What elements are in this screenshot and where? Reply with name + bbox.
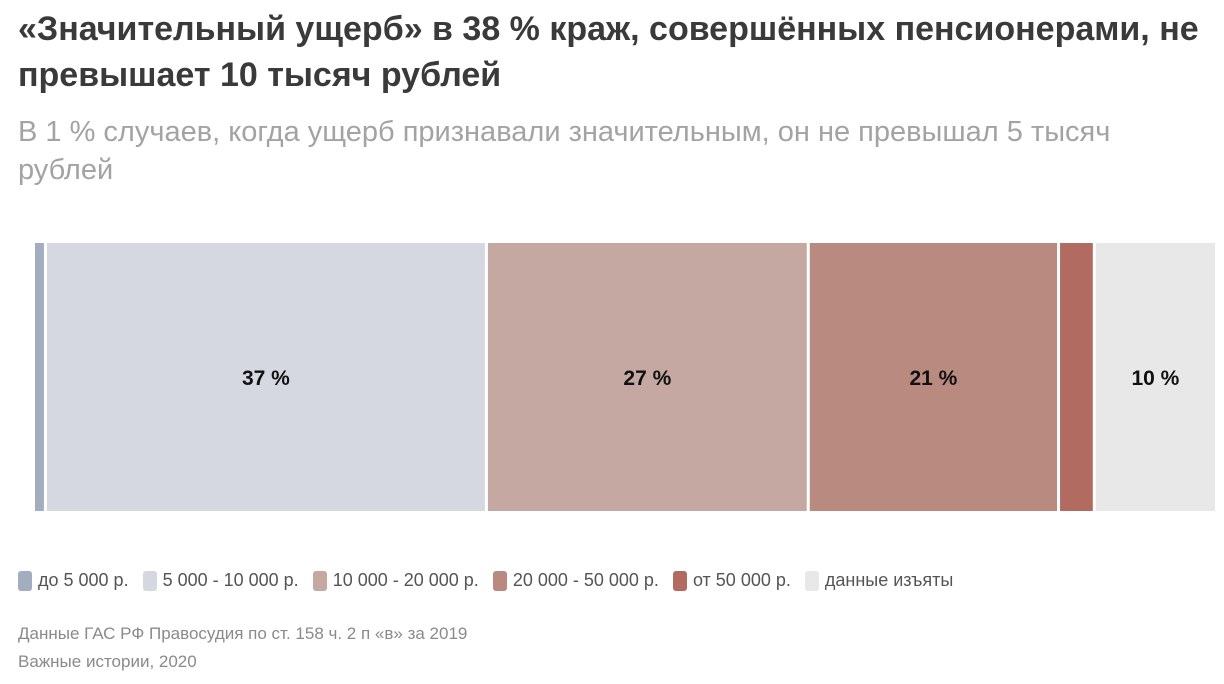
bar-value-label: 10 % — [1131, 367, 1179, 390]
chart-legend: до 5 000 р. 5 000 - 10 000 р. 10 000 - 20 … — [18, 570, 967, 591]
legend-swatch — [672, 570, 687, 591]
legend-swatch — [312, 570, 327, 591]
legend-item: до 5 000 р. — [18, 570, 129, 591]
legend-swatch — [18, 570, 32, 591]
chart-subtitle: В 1 % случаев, когда ущерб признавали зн… — [18, 116, 1111, 186]
bar-value-label: 27 % — [623, 367, 671, 390]
source-line-publisher: Важные истории, 2020 — [18, 652, 197, 671]
legend-swatch — [492, 570, 507, 591]
bar-value-label: 21 % — [909, 367, 957, 390]
legend-item: от 50 000 р. — [672, 570, 791, 591]
bar-segment — [46, 243, 485, 511]
bar-segment — [809, 243, 1058, 511]
source-note: Данные ГАС РФ Правосудия по ст. 158 ч. 2… — [18, 620, 467, 676]
stacked-bar-chart: 37 % 27 % 21 % 10 % — [35, 243, 1215, 511]
legend-item: 20 000 - 50 000 р. — [492, 570, 659, 591]
legend-label: до 5 000 р. — [38, 570, 129, 590]
legend-item: 10 000 - 20 000 р. — [312, 570, 479, 591]
bar-segment — [35, 243, 44, 511]
legend-swatch — [142, 570, 157, 591]
source-line-data: Данные ГАС РФ Правосудия по ст. 158 ч. 2… — [18, 624, 468, 643]
chart-title: «Значительный ущерб» в 38 % краж, соверш… — [18, 10, 1199, 94]
bar-value-label: 37 % — [242, 367, 290, 390]
bar-segment — [1060, 243, 1093, 511]
legend-swatch — [804, 570, 819, 591]
legend-item: 5 000 - 10 000 р. — [142, 570, 299, 591]
legend-label: 5 000 - 10 000 р. — [162, 570, 299, 590]
legend-label: данные изъяты — [824, 570, 954, 590]
legend-label: от 50 000 р. — [692, 570, 791, 590]
bar-segment — [1095, 243, 1215, 511]
bar-segment — [487, 243, 807, 511]
legend-label: 20 000 - 50 000 р. — [512, 570, 659, 590]
legend-item: данные изъяты — [804, 570, 954, 591]
legend-label: 10 000 - 20 000 р. — [332, 570, 479, 590]
